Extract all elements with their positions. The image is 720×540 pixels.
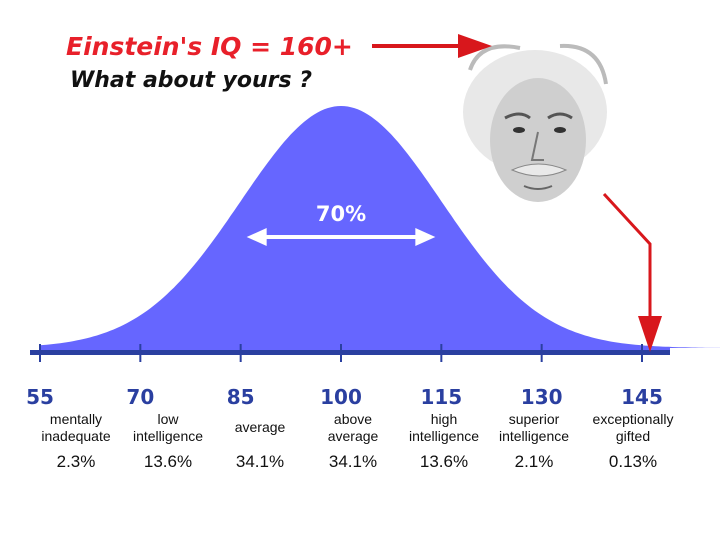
face-shape bbox=[490, 78, 586, 202]
right-eye bbox=[554, 127, 566, 133]
x-tick-label-145: 145 bbox=[621, 385, 663, 409]
category-percent-6: 0.13% bbox=[609, 452, 657, 471]
category-label-5-0: superior bbox=[509, 411, 560, 427]
x-tick-label-130: 130 bbox=[521, 385, 563, 409]
category-percent-3: 34.1% bbox=[329, 452, 377, 471]
category-label-3-0: above bbox=[334, 411, 372, 427]
category-2: average 34.1% bbox=[235, 419, 286, 471]
x-tick-label-70: 70 bbox=[126, 385, 154, 409]
category-percent-2: 34.1% bbox=[236, 452, 284, 471]
chart-title: Einstein's IQ = 160+ bbox=[66, 32, 353, 61]
range-arrow-right-head bbox=[415, 228, 436, 246]
x-tick-label-55: 55 bbox=[26, 385, 54, 409]
category-label-0-1: inadequate bbox=[41, 428, 111, 444]
category-percent-1: 13.6% bbox=[144, 452, 192, 471]
category-label-4-0: high bbox=[431, 411, 457, 427]
category-label-6-0: exceptionally bbox=[593, 411, 674, 427]
pointer-arrow-line bbox=[602, 192, 652, 322]
category-percent-5: 2.1% bbox=[515, 452, 554, 471]
category-label-5-1: intelligence bbox=[499, 428, 569, 444]
mouth bbox=[523, 185, 553, 190]
bell-curve-area bbox=[40, 106, 720, 352]
category-label-3-1: average bbox=[328, 428, 379, 444]
x-axis-line bbox=[30, 350, 670, 355]
chart-subtitle: What about yours ? bbox=[70, 68, 312, 93]
x-tick-label-85: 85 bbox=[227, 385, 255, 409]
nose bbox=[530, 131, 544, 161]
x-tick-label-115: 115 bbox=[420, 385, 462, 409]
category-label-6-1: gifted bbox=[616, 428, 650, 444]
category-label-2-0: average bbox=[235, 419, 286, 435]
category-label-1-0: low bbox=[157, 411, 179, 427]
einstein-portrait-icon bbox=[463, 43, 608, 202]
range-arrow-left-head bbox=[246, 228, 267, 246]
right-brow bbox=[547, 112, 573, 120]
range-label: 70% bbox=[316, 202, 366, 226]
left-brow bbox=[504, 112, 531, 120]
pointer-arrow-head bbox=[638, 316, 662, 352]
category-label-0-0: mentally bbox=[50, 411, 102, 427]
category-label-1-1: intelligence bbox=[133, 428, 203, 444]
left-eye bbox=[513, 127, 525, 133]
category-percent-4: 13.6% bbox=[420, 452, 468, 471]
category-label-4-1: intelligence bbox=[409, 428, 479, 444]
title-arrow-head bbox=[458, 34, 492, 58]
hair-strands bbox=[468, 43, 608, 85]
mustache bbox=[510, 163, 568, 177]
category-percent-0: 2.3% bbox=[57, 452, 96, 471]
x-tick-label-100: 100 bbox=[320, 385, 362, 409]
